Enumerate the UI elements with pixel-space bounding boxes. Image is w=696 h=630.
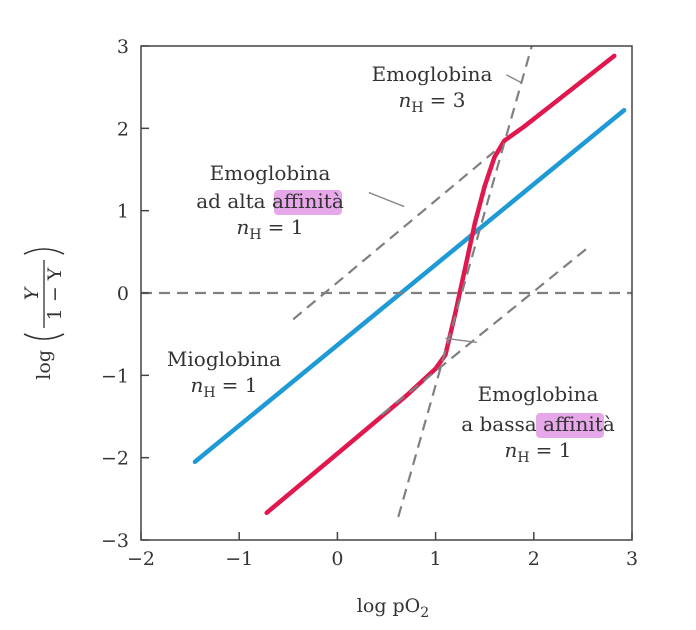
y-axis-title-paren-right (23, 248, 65, 255)
y-tick-label: −2 (101, 448, 129, 470)
plot-lines (141, 45, 632, 518)
bassa-line2-pre: a bassa (461, 412, 543, 436)
annotation-leader-1 (368, 191, 405, 208)
y-axis-title: log Y 1 − Y (21, 248, 66, 380)
x-tick-label: 1 (430, 548, 442, 570)
x-tick-label: 3 (626, 548, 638, 570)
y-tick-label: 2 (117, 118, 129, 140)
highlight-affinita-bassa (536, 413, 604, 438)
alta-line2-highlight: affinit (272, 189, 332, 213)
annotation-leader-0 (505, 74, 523, 84)
x-tick-label: −1 (225, 548, 253, 570)
alta-line2-pre: ad alta (196, 189, 272, 213)
series-line-2 (397, 45, 533, 518)
annotation-bassa-coefficient: nH = 1 (505, 438, 572, 466)
y-tick-label: −3 (101, 530, 129, 552)
annotation-mioglobina-coefficient: nH = 1 (191, 373, 258, 401)
x-axis-title-base: log pO (357, 595, 420, 617)
series-line-3 (292, 150, 496, 321)
annotation-mioglobina: Mioglobina nH = 1 (167, 347, 281, 401)
nh-symbol: n (399, 88, 412, 112)
annotation-emoglobina-nh3-coefficient: nH = 3 (399, 88, 466, 116)
x-tick-label: −2 (127, 548, 155, 570)
annotation-bassa-name: Emoglobina (478, 382, 599, 406)
x-tick-label: 0 (331, 548, 343, 570)
nh-symbol: n (237, 215, 250, 239)
annotation-bassa-affinita: Emoglobina a bassa affinità nH = 1 (461, 382, 615, 466)
y-axis-title-numerator: Y (21, 285, 43, 300)
annotation-alta-affinita: Emoglobina ad alta affinità nH = 1 (196, 161, 344, 243)
nh-symbol: n (505, 438, 518, 462)
annotation-leader-2 (445, 337, 477, 344)
annotation-alta-line2: ad alta affinità (196, 189, 344, 213)
y-tick-label: 1 (117, 201, 129, 223)
y-axis-title-denominator: 1 − Y (44, 267, 66, 320)
nh-subscript: H (517, 450, 529, 466)
y-tick-label: −1 (101, 365, 129, 387)
annotation-emoglobina-nh3-name: Emoglobina (372, 62, 493, 86)
x-axis-title: log pO2 (357, 595, 429, 621)
y-axis-title-paren-left (23, 333, 65, 340)
highlight-affinita-alta (274, 190, 342, 215)
nh-subscript: H (411, 100, 423, 116)
nh-subscript: H (203, 385, 215, 401)
nh-value: = 3 (430, 88, 466, 112)
series-line-4 (380, 246, 589, 416)
nh-subscript: H (249, 227, 261, 243)
annotation-alta-coefficient: nH = 1 (237, 215, 304, 243)
y-tick-label: 0 (117, 283, 129, 305)
series-line-0 (192, 107, 627, 465)
nh-value: = 1 (536, 438, 572, 462)
nh-value: = 1 (268, 215, 304, 239)
bassa-line2-highlight: affinit (543, 412, 603, 436)
nh-symbol: n (191, 373, 204, 397)
y-tick-label: 3 (117, 36, 129, 58)
annotation-bassa-line2: a bassa affinità (461, 412, 615, 436)
annotation-mioglobina-name: Mioglobina (167, 347, 281, 371)
annotation-alta-name: Emoglobina (210, 161, 331, 185)
nh-value: = 1 (222, 373, 258, 397)
alta-line2-post: à (332, 189, 344, 213)
y-axis-title-log: log (33, 350, 55, 380)
x-axis-title-subscript: 2 (420, 605, 429, 621)
bassa-line2-post: à (603, 412, 615, 436)
x-tick-label: 2 (528, 548, 540, 570)
annotation-emoglobina-nh3: Emoglobina nH = 3 (372, 62, 493, 116)
